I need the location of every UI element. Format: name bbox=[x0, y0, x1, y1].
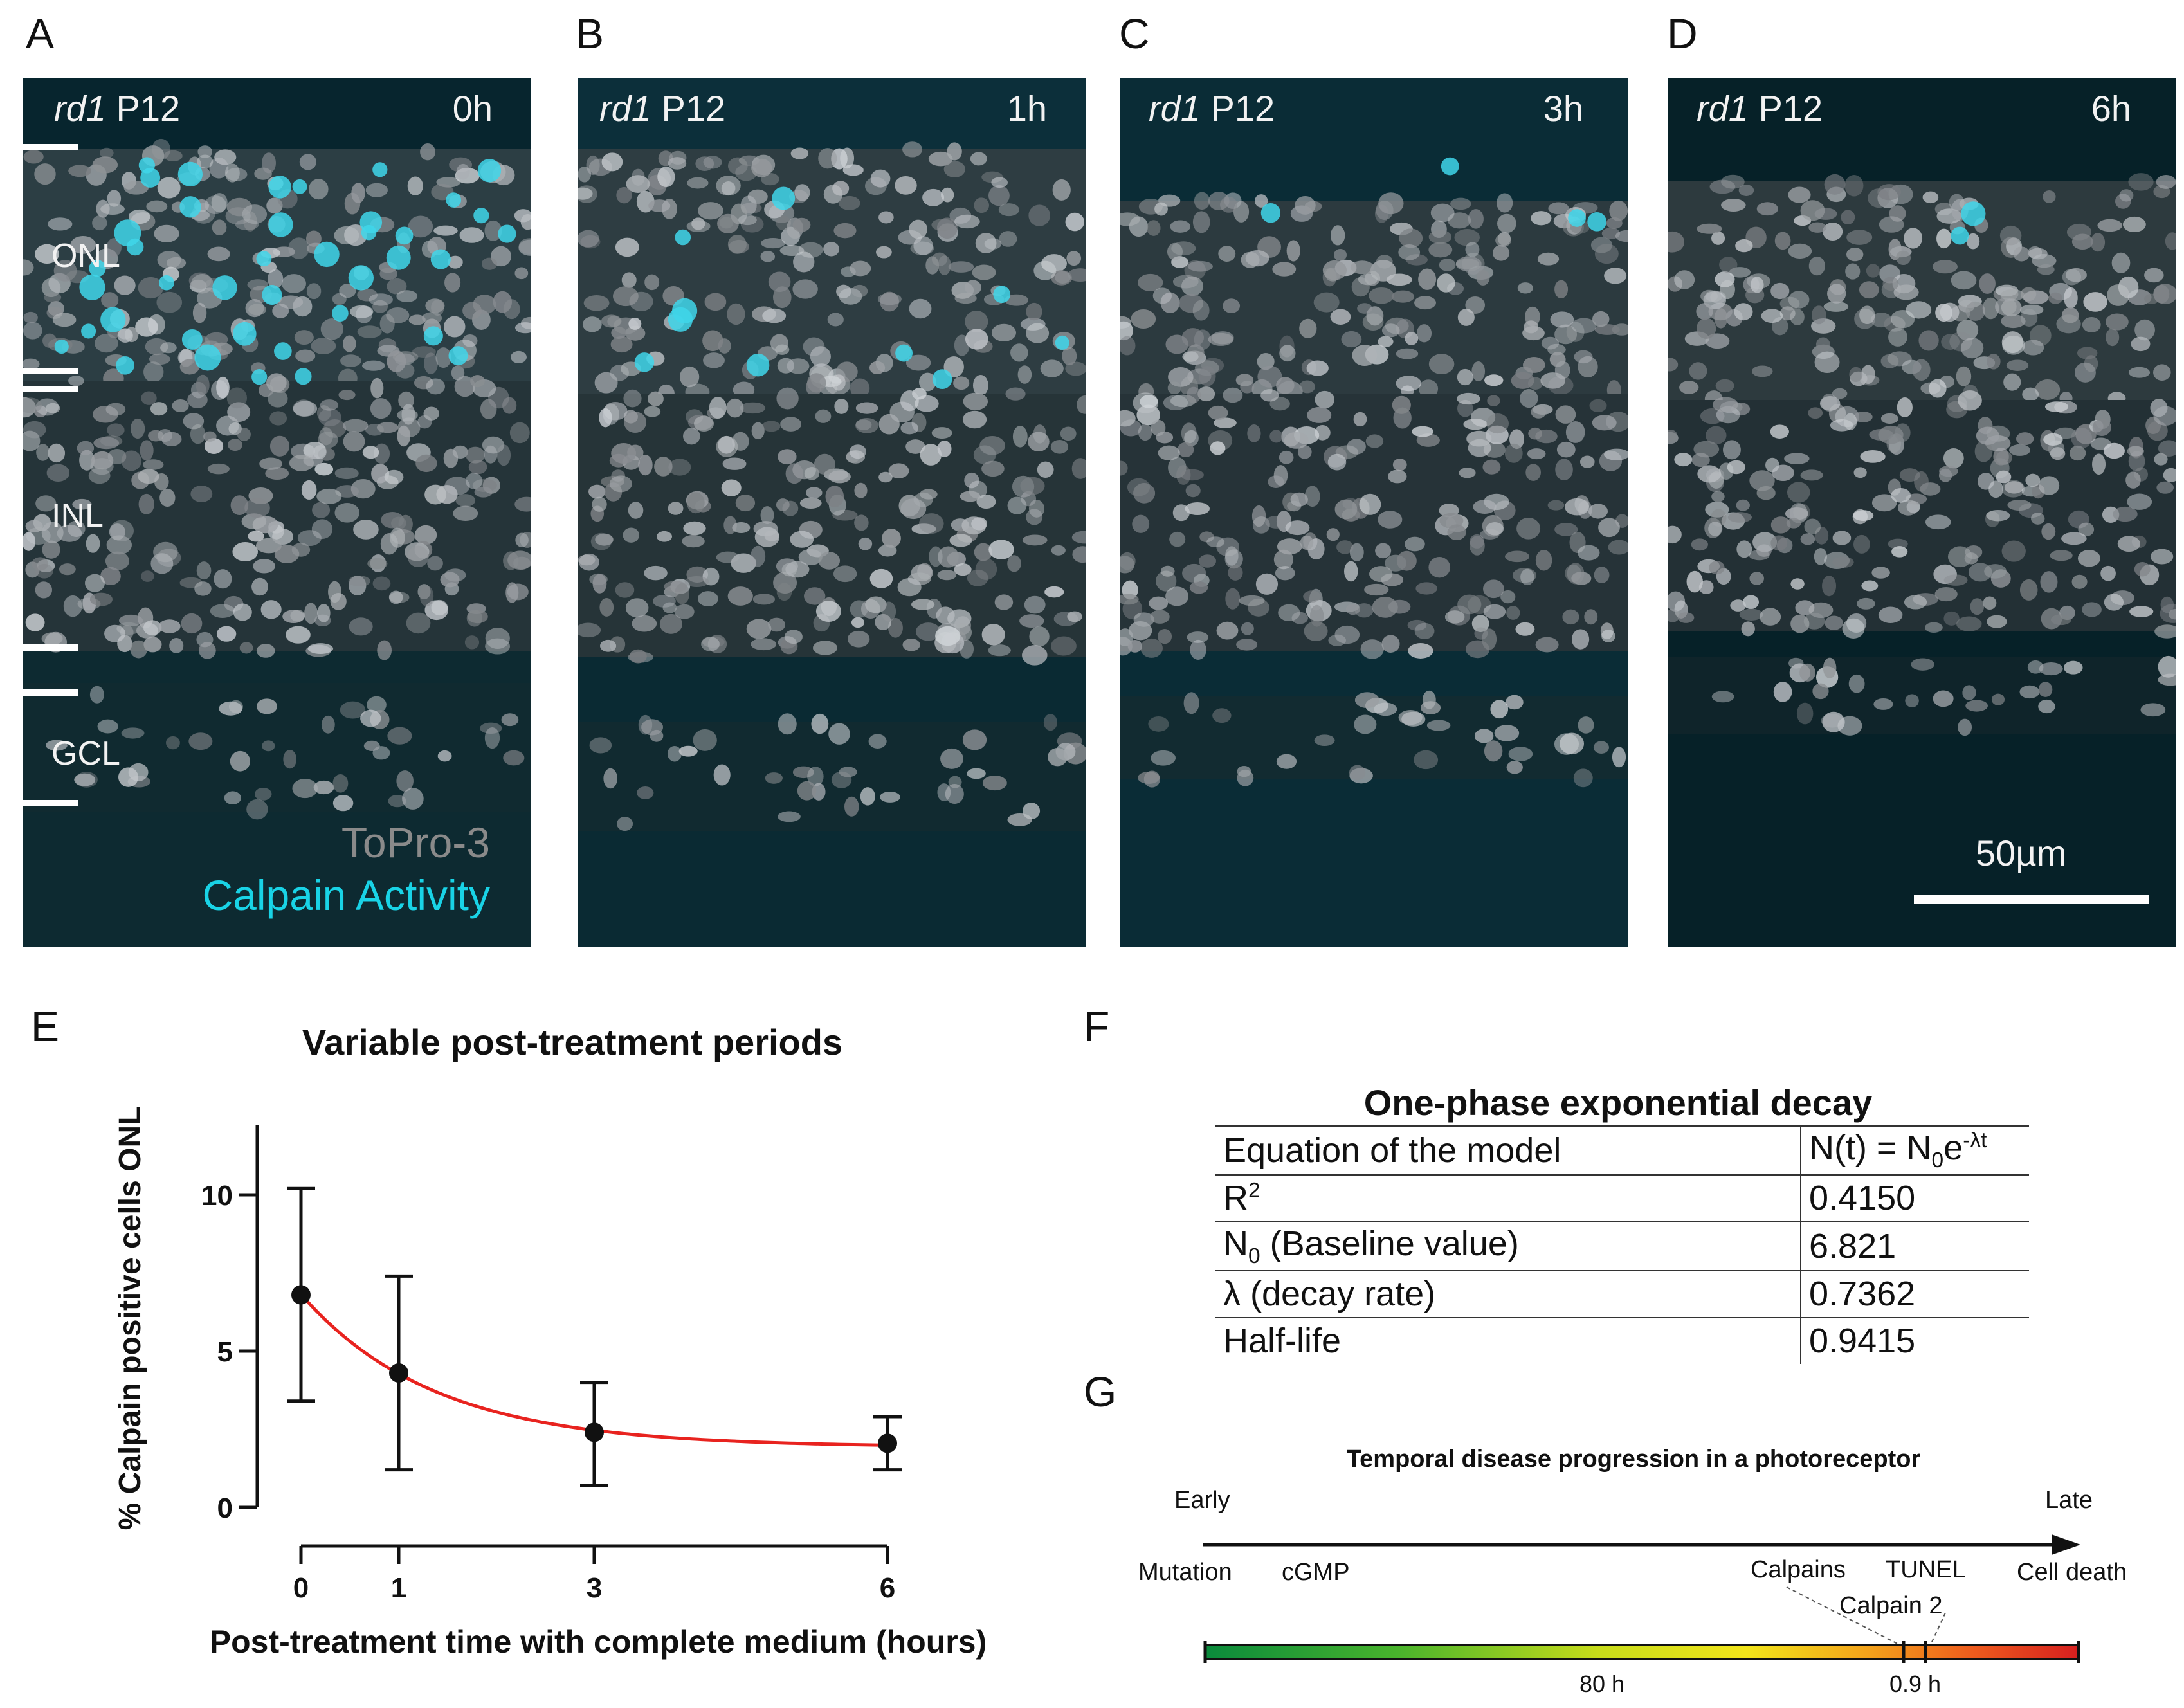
table-row: Equation of the model N(t) = N0e-λt bbox=[1215, 1125, 2029, 1175]
timeline-late-label: Late bbox=[2045, 1487, 2093, 1514]
panel-label-c: C bbox=[1119, 10, 1150, 57]
time-label-d: 6h bbox=[2091, 88, 2131, 129]
timeline-arrow bbox=[1203, 1534, 2080, 1555]
layer-tick bbox=[23, 368, 78, 374]
param-value: N(t) = N0e-λt bbox=[1801, 1125, 2029, 1175]
table-row: R2 0.4150 bbox=[1215, 1174, 2029, 1222]
gcl-label: GCL bbox=[51, 735, 120, 772]
sample-label-b: rd1 P12 bbox=[599, 88, 726, 129]
duration-0-9h: 0.9 h bbox=[1889, 1671, 1942, 1697]
y-tick-label: 0 bbox=[217, 1493, 233, 1524]
data-point bbox=[878, 1433, 897, 1453]
event-calpains: Calpains bbox=[1751, 1556, 1846, 1583]
parameters-table: Equation of the model N(t) = N0e-λt R2 0… bbox=[1215, 1125, 2029, 1364]
timeline-title: Temporal disease progression in a photor… bbox=[1346, 1446, 1921, 1473]
sample-label-c: rd1 P12 bbox=[1149, 88, 1275, 129]
micrograph-d: rd1 P12 6h 50µm bbox=[1668, 78, 2176, 947]
panel-label-d: D bbox=[1667, 10, 1698, 57]
scale-bar-label: 50µm bbox=[1976, 833, 2067, 873]
micrograph-b: rd1 P12 1h bbox=[578, 78, 1086, 947]
timeline-early-label: Early bbox=[1174, 1487, 1230, 1514]
event-cell-death: Cell death bbox=[2017, 1559, 2127, 1586]
scale-bar bbox=[1914, 895, 2149, 904]
y-tick-label: 5 bbox=[217, 1336, 233, 1368]
progression-gradient-bar bbox=[1203, 1641, 2080, 1663]
layer-tick bbox=[23, 689, 78, 696]
x-axis-label: Post-treatment time with complete medium… bbox=[210, 1624, 987, 1660]
layer-tick bbox=[23, 386, 78, 392]
table-row: λ (decay rate) 0.7362 bbox=[1215, 1269, 2029, 1318]
param-value: 0.9415 bbox=[1801, 1316, 2029, 1364]
param-name: N0 (Baseline value) bbox=[1215, 1221, 1801, 1271]
onl-label: ONL bbox=[51, 237, 120, 275]
time-label-c: 3h bbox=[1543, 88, 1583, 129]
duration-80h: 80 h bbox=[1579, 1671, 1625, 1697]
param-value: 6.821 bbox=[1801, 1221, 2029, 1271]
stain-legend-topro: ToPro-3 bbox=[341, 819, 490, 866]
table-row: N0 (Baseline value) 6.821 bbox=[1215, 1221, 2029, 1271]
layer-tick bbox=[23, 800, 78, 806]
layer-tick bbox=[23, 144, 78, 150]
decay-chart: Variable post-treatment periods 0 5 10 0 1 3 6 P… bbox=[113, 1022, 987, 1660]
event-calpain-2: Calpain 2 bbox=[1839, 1592, 1943, 1619]
data-point bbox=[585, 1422, 604, 1442]
y-tick-label: 10 bbox=[201, 1180, 233, 1212]
data-point bbox=[389, 1363, 408, 1383]
data-point bbox=[291, 1285, 311, 1305]
panel-label-f: F bbox=[1084, 1003, 1110, 1050]
calpain-connector bbox=[1786, 1586, 1946, 1648]
param-name: Half-life bbox=[1215, 1316, 1801, 1364]
panel-label-g: G bbox=[1084, 1368, 1117, 1415]
sample-label-a: rd1 P12 bbox=[54, 88, 181, 129]
layer-tick bbox=[23, 644, 78, 651]
event-cgmp: cGMP bbox=[1282, 1559, 1350, 1586]
param-value: 0.4150 bbox=[1801, 1174, 2029, 1222]
x-tick-label: 1 bbox=[391, 1572, 406, 1604]
time-label-b: 1h bbox=[1006, 88, 1047, 129]
chart-title: Variable post-treatment periods bbox=[302, 1022, 842, 1062]
panel-label-a: A bbox=[26, 10, 55, 57]
panel-label-b: B bbox=[576, 10, 605, 57]
time-label-a: 0h bbox=[452, 88, 493, 129]
sample-label-d: rd1 P12 bbox=[1697, 88, 1823, 129]
inl-label: INL bbox=[51, 497, 104, 534]
stain-legend-calpain: Calpain Activity bbox=[202, 871, 490, 919]
table-row: Half-life 0.9415 bbox=[1215, 1316, 2029, 1364]
param-name: Equation of the model bbox=[1215, 1125, 1801, 1175]
x-tick-label: 6 bbox=[880, 1572, 895, 1604]
param-name: R2 bbox=[1215, 1174, 1801, 1222]
param-name: λ (decay rate) bbox=[1215, 1269, 1801, 1318]
y-axis-label: % Calpain positive cells ONL bbox=[113, 1107, 147, 1531]
panel-label-e: E bbox=[31, 1003, 60, 1050]
x-tick-label: 0 bbox=[293, 1572, 309, 1604]
x-tick-label: 3 bbox=[587, 1572, 602, 1604]
micrograph-c: rd1 P12 3h bbox=[1120, 78, 1628, 947]
event-mutation: Mutation bbox=[1138, 1559, 1232, 1586]
param-value: 0.7362 bbox=[1801, 1269, 2029, 1318]
event-tunel: TUNEL bbox=[1886, 1556, 1966, 1583]
micrograph-a: rd1 P12 0h ONL INL GCL ToPro-3 Calpain A… bbox=[23, 78, 531, 947]
table-title: One-phase exponential decay bbox=[1363, 1082, 1873, 1123]
